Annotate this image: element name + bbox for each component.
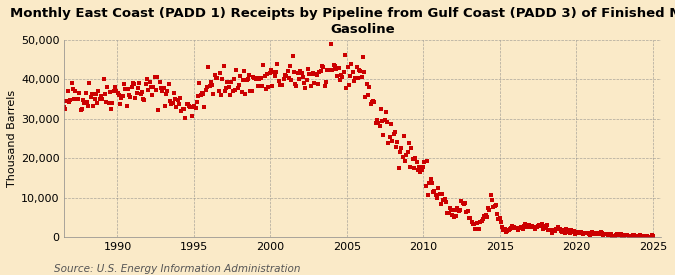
Title: Monthly East Coast (PADD 1) Receipts by Pipeline from Gulf Coast (PADD 3) of Fin: Monthly East Coast (PADD 1) Receipts by … [10, 7, 675, 36]
Text: Source: U.S. Energy Information Administration: Source: U.S. Energy Information Administ… [54, 264, 300, 274]
Y-axis label: Thousand Barrels: Thousand Barrels [7, 90, 17, 187]
